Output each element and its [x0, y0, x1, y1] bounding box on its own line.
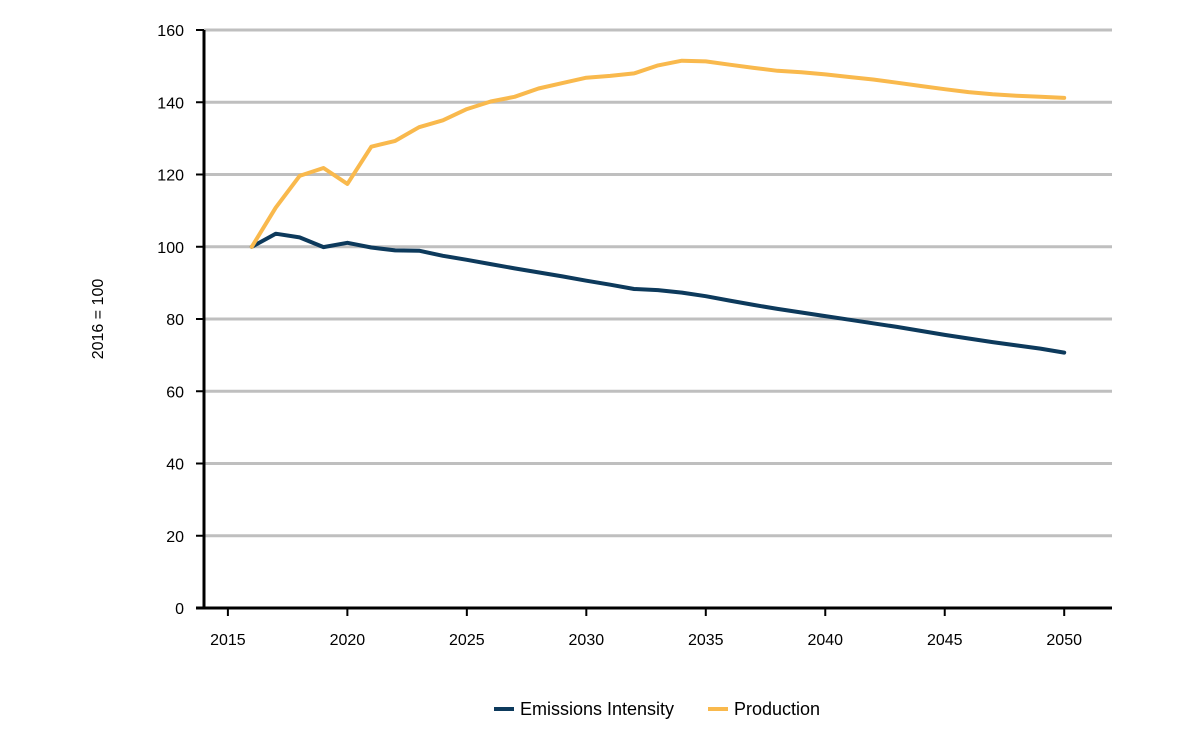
x-tick-label: 2025: [449, 632, 485, 649]
legend: Emissions Intensity Production: [494, 699, 820, 719]
x-tick-label: 2045: [927, 632, 963, 649]
y-tick-label: 0: [175, 601, 184, 618]
series-lines: [249, 58, 1067, 355]
x-tick-label: 2020: [330, 632, 366, 649]
y-tick-label: 120: [157, 168, 184, 185]
x-tick-label: 2040: [807, 632, 843, 649]
x-tick-label: 2050: [1046, 632, 1082, 649]
y-tick-label: 40: [166, 457, 184, 474]
y-tick-label: 20: [166, 529, 184, 546]
series-line-emissions-intensity: [249, 231, 1067, 355]
legend-label: Emissions Intensity: [520, 699, 674, 719]
y-tick-labels: 0 20 40 60 80 100 120 140 160: [157, 23, 184, 618]
axes: [196, 29, 1112, 616]
y-axis-title: 2016 = 100: [90, 279, 107, 360]
legend-label: Production: [734, 699, 820, 719]
x-tick-label: 2030: [569, 632, 605, 649]
gridlines: [204, 28, 1112, 538]
x-tick-labels: 2015 2020 2025 2030 2035 2040 2045 2050: [210, 632, 1082, 649]
x-tick-label: 2035: [688, 632, 724, 649]
series-line-production: [249, 58, 1067, 249]
y-tick-label: 100: [157, 240, 184, 257]
y-tick-label: 60: [166, 384, 184, 401]
y-tick-label: 80: [166, 312, 184, 329]
x-tick-label: 2015: [210, 632, 246, 649]
y-tick-label: 140: [157, 95, 184, 112]
y-tick-label: 160: [157, 23, 184, 40]
